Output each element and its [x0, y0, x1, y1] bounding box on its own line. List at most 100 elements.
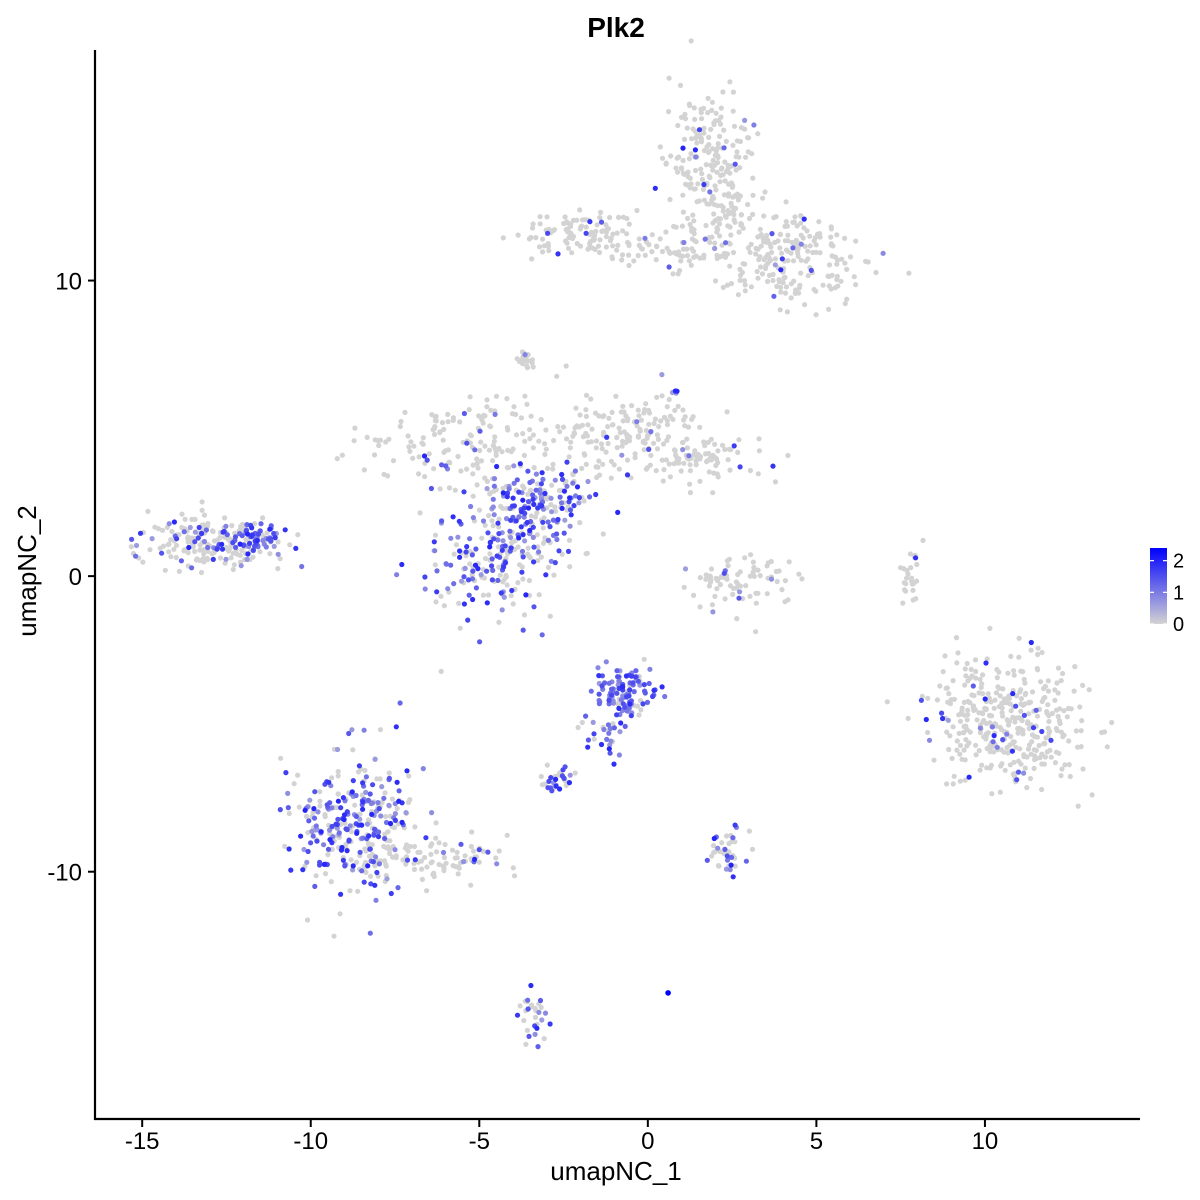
cell-point	[250, 547, 256, 554]
cell-point	[367, 791, 373, 797]
cell-point	[529, 360, 535, 366]
cell-point	[664, 404, 670, 410]
cell-point	[288, 867, 294, 873]
cell-point	[557, 494, 563, 500]
cell-point	[710, 843, 717, 849]
cell-point	[479, 535, 485, 541]
cell-point	[638, 707, 644, 713]
cell-point	[637, 426, 643, 432]
cell-point	[550, 461, 556, 467]
cell-point	[490, 458, 496, 464]
cell-point	[796, 571, 802, 577]
cell-point	[482, 522, 488, 528]
cell-point	[166, 521, 172, 527]
cell-point	[609, 686, 615, 692]
cell-point	[522, 538, 528, 544]
cell-point	[781, 275, 787, 281]
cell-point	[234, 551, 240, 557]
cell-point	[595, 665, 601, 671]
cell-point	[691, 592, 697, 599]
cell-point	[254, 537, 260, 544]
cell-point	[491, 476, 498, 482]
cell-point	[777, 307, 783, 313]
cell-point	[490, 504, 496, 510]
cell-point	[661, 467, 667, 473]
cell-point	[722, 596, 728, 602]
chart-title: Plk2	[587, 12, 645, 43]
cell-point	[906, 270, 912, 276]
cell-point	[245, 551, 251, 557]
cell-point	[772, 262, 778, 268]
cell-point	[1061, 732, 1067, 738]
cell-point	[403, 861, 409, 867]
cell-point	[570, 472, 576, 478]
cell-point	[742, 555, 748, 561]
cell-point	[528, 982, 534, 989]
cell-point	[666, 75, 672, 81]
cell-point	[655, 436, 662, 442]
cell-point	[758, 264, 764, 270]
cell-point	[1033, 707, 1039, 713]
cell-point	[496, 445, 502, 452]
cell-point	[525, 468, 531, 474]
cell-point	[957, 718, 964, 724]
cell-point	[603, 659, 609, 665]
cell-point	[713, 187, 719, 193]
cell-point	[681, 460, 687, 466]
cell-point	[1026, 700, 1032, 706]
cell-point	[642, 690, 648, 696]
cell-point	[685, 424, 692, 430]
cell-point	[597, 215, 603, 221]
cell-point	[223, 523, 229, 529]
cell-point	[335, 798, 341, 804]
cell-point	[697, 478, 703, 484]
cell-point	[609, 256, 616, 262]
cell-point	[410, 455, 416, 461]
cell-point	[492, 411, 498, 417]
cell-point	[842, 235, 848, 241]
cell-point	[1009, 748, 1016, 754]
cell-point	[201, 547, 207, 553]
cell-point	[730, 249, 737, 256]
cell-point	[726, 556, 733, 562]
cell-point	[910, 587, 916, 593]
cell-point	[171, 546, 177, 552]
cell-point	[439, 518, 445, 524]
cell-point	[703, 222, 709, 229]
cell-point	[863, 258, 869, 264]
cell-point	[574, 423, 580, 429]
cell-point	[600, 461, 606, 467]
cell-point	[772, 256, 779, 262]
cell-point	[455, 864, 461, 870]
cell-point	[620, 684, 626, 690]
cell-point	[508, 517, 514, 523]
cell-point	[736, 595, 742, 601]
cell-point	[731, 123, 738, 129]
cell-point	[532, 1014, 539, 1021]
cell-point	[596, 413, 602, 419]
cell-point	[264, 530, 270, 536]
cell-point	[654, 243, 660, 249]
cell-point	[1089, 792, 1095, 798]
cell-point	[539, 503, 545, 509]
cell-point	[431, 426, 437, 432]
cell-point	[611, 761, 617, 767]
cell-point	[742, 282, 748, 288]
cell-point	[520, 554, 526, 560]
cell-point	[742, 261, 748, 267]
cell-point	[689, 246, 695, 252]
cell-point	[615, 509, 621, 515]
cell-point	[966, 740, 972, 746]
cell-point	[277, 556, 283, 562]
cell-point	[558, 500, 565, 506]
cell-point	[548, 495, 554, 501]
cell-point	[724, 409, 730, 415]
cell-point	[931, 757, 937, 763]
cell-point	[389, 796, 395, 802]
cell-point	[478, 439, 484, 445]
cell-point	[530, 364, 536, 370]
cell-point	[456, 600, 462, 607]
cell-point	[734, 138, 740, 144]
cell-point	[708, 162, 714, 168]
cell-point	[539, 632, 545, 638]
